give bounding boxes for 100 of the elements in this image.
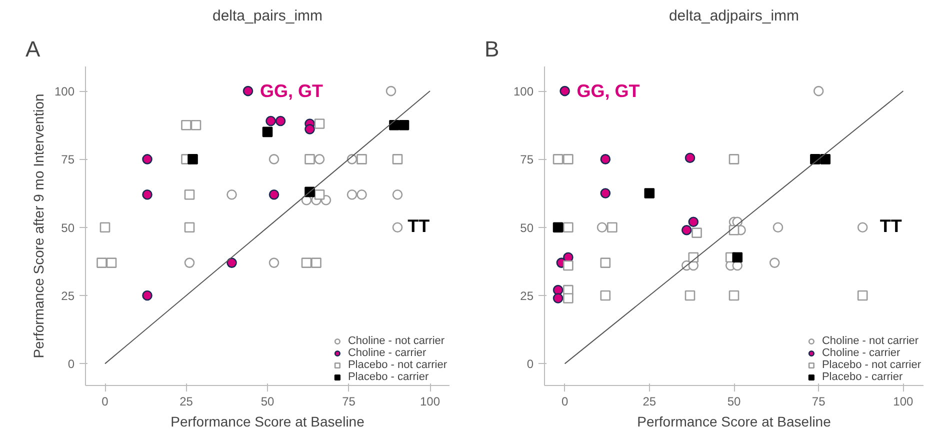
point xyxy=(728,290,740,301)
point xyxy=(563,154,574,164)
legend-label: Choline - not carrier xyxy=(348,335,445,347)
point xyxy=(684,152,696,163)
point xyxy=(304,124,315,134)
point xyxy=(392,154,403,164)
point xyxy=(600,188,611,198)
y-tick-label: 0 xyxy=(526,357,534,372)
y-axis-title: Performance Score after 9 mo Intervention xyxy=(30,94,46,358)
point xyxy=(268,258,280,268)
annotation: TT xyxy=(880,216,902,236)
x-tick-label: 25 xyxy=(642,394,656,408)
point xyxy=(106,258,117,268)
point xyxy=(769,258,780,268)
legend-label: Placebo - not carrier xyxy=(822,359,921,371)
x-tick-label: 0 xyxy=(102,394,109,408)
point xyxy=(311,258,322,268)
point xyxy=(552,222,564,233)
point xyxy=(600,154,611,164)
point xyxy=(688,216,699,228)
point xyxy=(142,190,152,200)
y-tick-label: 50 xyxy=(61,220,75,235)
point xyxy=(857,222,868,233)
point xyxy=(184,258,195,268)
x-tick-label: 100 xyxy=(420,394,440,408)
legend-label: Choline - not carrier xyxy=(822,335,919,347)
point xyxy=(552,293,564,304)
point xyxy=(190,120,202,130)
point xyxy=(392,222,403,233)
x-axis-title: Performance Score at Baseline xyxy=(637,414,832,430)
legend-label: Placebo - carrier xyxy=(348,371,429,383)
y-tick-label: 25 xyxy=(520,289,534,304)
point xyxy=(600,290,611,301)
point xyxy=(268,190,280,200)
y-tick-label: 25 xyxy=(61,289,75,304)
text: B xyxy=(484,36,500,62)
point xyxy=(728,154,740,164)
point xyxy=(356,190,367,200)
point xyxy=(607,222,618,233)
point xyxy=(142,154,152,164)
legend-label: Choline - carrier xyxy=(348,347,426,359)
point xyxy=(301,258,312,268)
point xyxy=(266,116,276,126)
y-tick-label: 0 xyxy=(68,357,75,372)
point xyxy=(226,258,237,268)
x-tick-label: 100 xyxy=(893,394,914,408)
point xyxy=(596,222,608,233)
point xyxy=(398,120,410,130)
point xyxy=(820,154,831,164)
point xyxy=(262,126,273,138)
point xyxy=(552,284,564,296)
y-tick-label: 100 xyxy=(513,84,534,99)
annotation: GG, GT xyxy=(260,81,324,102)
point xyxy=(184,189,195,200)
point xyxy=(563,293,574,304)
point xyxy=(304,154,315,164)
point xyxy=(314,154,325,164)
chart-title: delta_pairs_imm xyxy=(212,8,323,24)
point xyxy=(184,222,195,233)
point xyxy=(142,290,152,301)
annotation: GG, GT xyxy=(576,81,640,102)
point xyxy=(386,86,396,96)
point xyxy=(560,86,570,96)
annotation: TT xyxy=(408,216,430,236)
point xyxy=(100,222,110,233)
point xyxy=(552,154,564,164)
point xyxy=(389,120,400,130)
legend-label: Placebo - carrier xyxy=(822,371,903,383)
point xyxy=(356,154,367,164)
x-axis-title: Performance Score at Baseline xyxy=(170,414,365,430)
x-tick-label: 0 xyxy=(561,394,568,408)
point xyxy=(684,290,696,301)
point xyxy=(242,86,254,96)
point xyxy=(314,189,325,200)
point xyxy=(268,154,280,164)
point xyxy=(563,222,574,233)
point xyxy=(732,252,743,263)
x-tick-label: 75 xyxy=(812,394,826,408)
point xyxy=(188,154,198,164)
point xyxy=(692,228,702,238)
x-tick-label: 50 xyxy=(260,394,274,408)
y-tick-label: 75 xyxy=(520,152,534,167)
y-tick-label: 50 xyxy=(520,220,534,235)
point xyxy=(857,290,868,301)
point xyxy=(392,190,403,200)
y-tick-label: 75 xyxy=(61,152,75,167)
point xyxy=(810,154,820,164)
y-tick-label: 100 xyxy=(54,84,75,99)
point xyxy=(226,190,237,200)
legend-label: Choline - carrier xyxy=(822,347,900,359)
legend-label: Placebo - not carrier xyxy=(348,359,447,371)
point xyxy=(644,188,655,198)
point xyxy=(275,116,286,126)
point xyxy=(563,260,574,271)
point xyxy=(772,222,784,233)
point xyxy=(600,258,611,268)
point xyxy=(346,190,358,200)
text: A xyxy=(26,36,40,62)
point xyxy=(181,120,192,130)
x-tick-label: 75 xyxy=(342,394,356,408)
